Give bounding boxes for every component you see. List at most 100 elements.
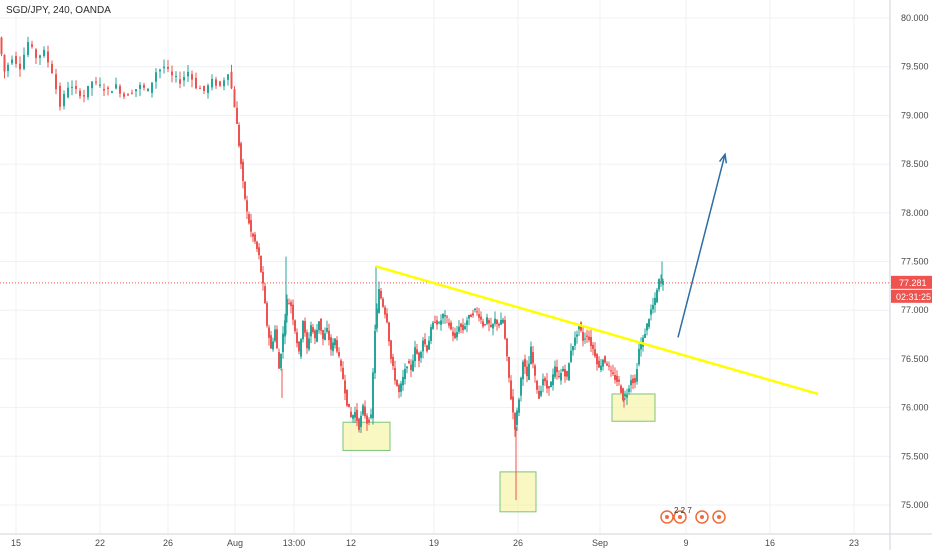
candle-body — [334, 338, 336, 346]
candle-body — [219, 81, 221, 86]
candle-body — [576, 334, 578, 337]
candle-body — [304, 321, 306, 333]
candle-body — [376, 308, 378, 328]
y-tick-label: 78.000 — [901, 208, 929, 218]
candle-body — [564, 369, 566, 377]
candle-body — [27, 42, 29, 55]
candle-body — [344, 380, 346, 394]
candle-body — [462, 324, 464, 331]
x-tick-label: 16 — [765, 538, 775, 548]
candle-body — [614, 375, 616, 380]
candle-body — [332, 342, 334, 352]
candle-body — [444, 314, 446, 317]
candle-body — [227, 74, 229, 80]
candle-body — [578, 325, 580, 330]
candle-body — [404, 368, 406, 379]
candle-body — [159, 69, 161, 72]
candle-body — [452, 331, 454, 336]
candle-body — [512, 396, 514, 413]
candle-body — [352, 415, 354, 419]
candle-body — [167, 66, 169, 69]
candle-body — [420, 352, 422, 358]
x-tick-label: Aug — [227, 538, 243, 548]
candle-body — [143, 84, 145, 88]
candle-body — [83, 95, 85, 97]
y-tick-label: 75.000 — [901, 500, 929, 510]
candle-body — [338, 352, 340, 357]
candle-body — [326, 327, 328, 332]
candle-body — [496, 319, 498, 324]
candle-body — [238, 124, 240, 146]
candle-body — [542, 379, 544, 386]
highlight-box — [499, 471, 537, 513]
candle-body — [628, 388, 630, 393]
candle-body — [528, 363, 530, 380]
candle-body — [632, 378, 634, 384]
candle-body — [584, 338, 586, 340]
candle-body — [368, 419, 370, 423]
candle-body — [378, 289, 380, 313]
candle-body — [532, 352, 534, 364]
candle-body — [658, 279, 660, 290]
candle-body — [223, 80, 225, 87]
candle-body — [256, 241, 258, 249]
candle-body — [39, 55, 41, 58]
candle-body — [594, 349, 596, 357]
candle-body — [298, 341, 300, 352]
candle-body — [566, 371, 568, 377]
candle-body — [370, 414, 372, 418]
candle-body — [260, 255, 262, 272]
candle-body — [43, 49, 45, 57]
candle-body — [312, 327, 314, 333]
candle-body — [648, 319, 650, 328]
candle-body — [424, 339, 426, 345]
y-tick-label: 78.500 — [901, 159, 929, 169]
candle-body — [574, 337, 576, 346]
candle-body — [280, 353, 282, 368]
candle-body — [296, 332, 298, 344]
candle-body — [183, 77, 185, 81]
candle-body — [416, 349, 418, 354]
y-tick-label: 75.500 — [901, 451, 929, 461]
candle-body — [478, 313, 480, 318]
candle-body — [604, 356, 606, 363]
candle-body — [384, 307, 386, 315]
candle-body — [314, 330, 316, 339]
candle-body — [286, 298, 288, 316]
candle-body — [264, 286, 266, 304]
candle-body — [430, 327, 432, 342]
candle-body — [408, 360, 410, 364]
candle-body — [51, 63, 53, 74]
candle-body — [586, 335, 588, 337]
candle-body — [468, 314, 470, 319]
candle-body — [466, 320, 468, 325]
candle-body — [454, 332, 456, 339]
candle-body — [348, 403, 350, 408]
drawings-layer[interactable] — [0, 152, 890, 396]
candle-body — [406, 366, 408, 369]
candle-body — [151, 82, 153, 93]
candle-body — [650, 309, 652, 315]
candle-body — [350, 411, 352, 417]
candle-body — [652, 304, 654, 310]
arrow-line[interactable] — [677, 154, 726, 338]
candle-body — [342, 367, 344, 379]
candle-body — [536, 380, 538, 390]
candle-body — [552, 374, 554, 386]
candle-body — [624, 394, 626, 397]
x-tick-label: 26 — [163, 538, 173, 548]
candle-body — [464, 326, 466, 329]
x-tick-label: 13:00 — [283, 538, 306, 548]
candle-body — [242, 161, 244, 181]
candle-body — [318, 321, 320, 331]
candle-body — [438, 322, 440, 324]
candle-body — [618, 379, 620, 382]
candle-body — [300, 339, 302, 357]
trendline[interactable] — [375, 265, 819, 396]
candle-body — [155, 72, 157, 82]
y-tick-label: 79.000 — [901, 110, 929, 120]
candle-body — [35, 49, 37, 58]
